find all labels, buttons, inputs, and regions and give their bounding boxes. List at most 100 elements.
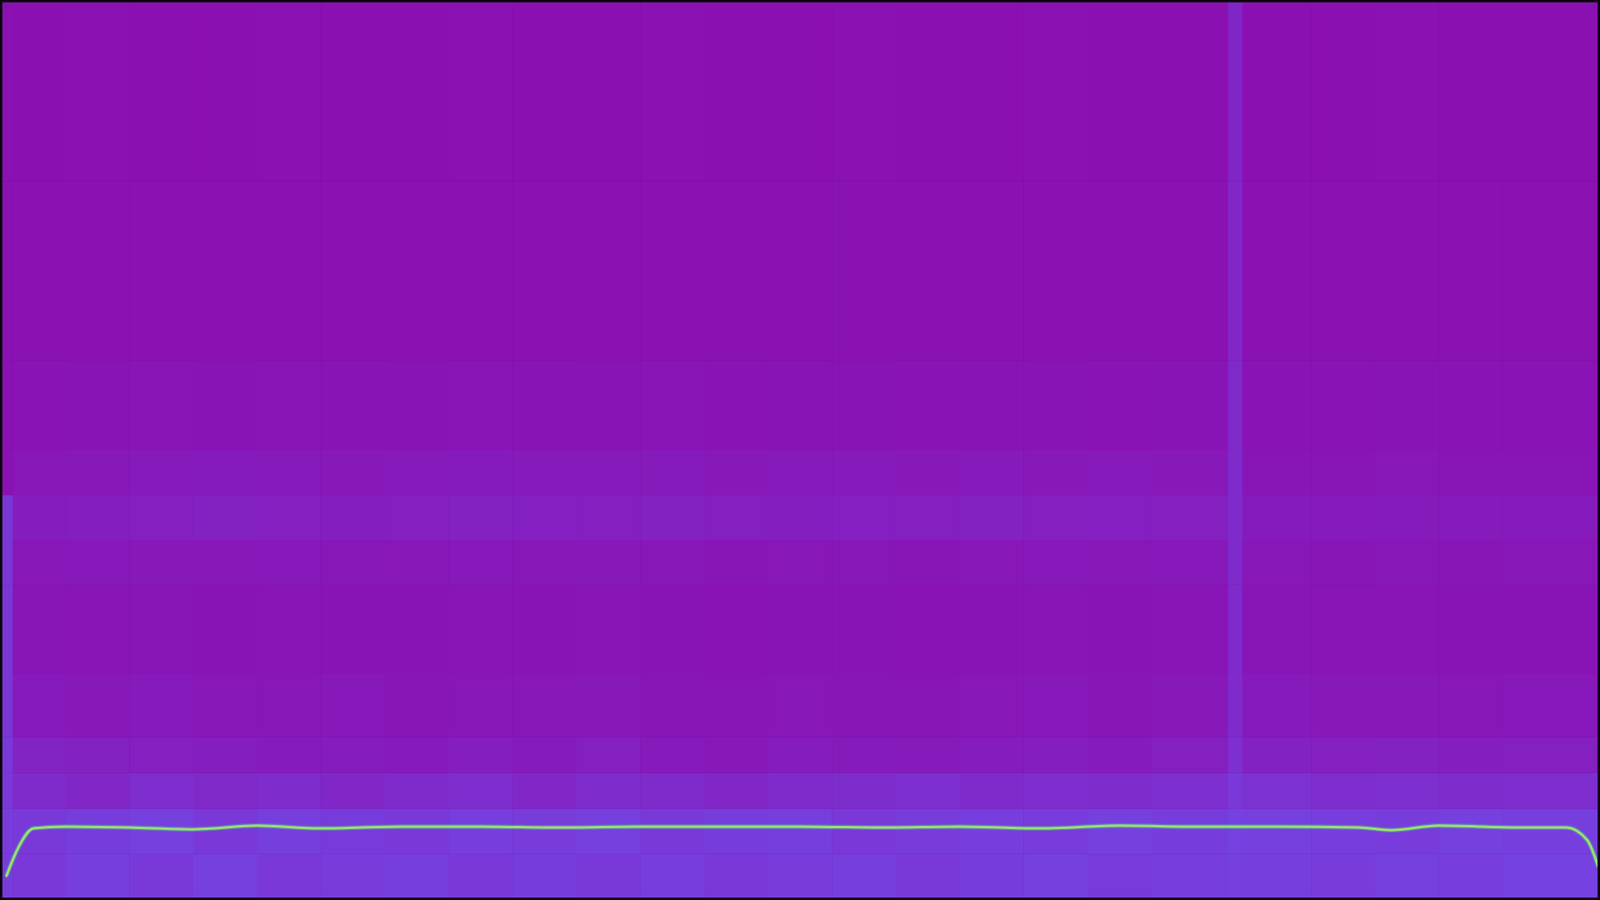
cell — [1227, 853, 1243, 899]
cell — [960, 360, 1025, 450]
cell — [768, 495, 833, 540]
cell — [385, 540, 450, 585]
cell — [960, 772, 1025, 810]
cell — [65, 360, 130, 450]
cell — [448, 1, 513, 182]
cell — [448, 853, 513, 899]
cell — [1310, 495, 1375, 540]
cell — [576, 674, 641, 738]
cell — [385, 450, 450, 495]
cell — [576, 1, 641, 182]
cell — [576, 180, 641, 361]
cell — [257, 450, 322, 495]
cell — [1310, 450, 1375, 495]
cell — [1023, 495, 1088, 540]
cell — [512, 808, 577, 854]
cell — [512, 853, 577, 899]
cell — [1310, 772, 1375, 810]
cell — [320, 772, 385, 810]
cell — [257, 772, 322, 810]
cell — [1438, 853, 1503, 899]
cell — [512, 584, 577, 675]
cell — [320, 736, 385, 774]
cell — [640, 1, 705, 182]
cell — [1502, 1, 1599, 182]
cell — [1242, 584, 1312, 675]
cell — [768, 360, 833, 450]
cell — [704, 736, 769, 774]
cell — [1023, 540, 1088, 585]
cell — [831, 360, 896, 450]
cell — [960, 674, 1025, 738]
cell — [320, 808, 385, 854]
cell — [1242, 540, 1312, 585]
cell — [12, 674, 66, 738]
cell — [385, 180, 450, 361]
cell — [1087, 180, 1152, 361]
cell — [768, 450, 833, 495]
cell — [1151, 180, 1229, 361]
cell — [65, 808, 130, 854]
cell — [1151, 772, 1229, 810]
cell — [12, 450, 66, 495]
cell — [1, 674, 14, 738]
cell — [1375, 772, 1440, 810]
cell — [1023, 450, 1088, 495]
cell — [1, 360, 14, 450]
cell — [385, 584, 450, 675]
cell — [704, 674, 769, 738]
cell — [1023, 584, 1088, 675]
cell — [257, 674, 322, 738]
cell — [576, 853, 641, 899]
cell — [512, 495, 577, 540]
cell — [193, 495, 258, 540]
cell — [385, 1, 450, 182]
cell — [1227, 584, 1243, 675]
cell — [576, 360, 641, 450]
cell — [1502, 495, 1599, 540]
cell — [1502, 853, 1599, 899]
chart — [0, 0, 1600, 900]
cell — [320, 360, 385, 450]
cell — [1087, 772, 1152, 810]
cell — [320, 540, 385, 585]
cell — [704, 808, 769, 854]
cell — [1375, 360, 1440, 450]
cell — [448, 495, 513, 540]
cell — [768, 772, 833, 810]
cell — [895, 360, 960, 450]
cell — [895, 495, 960, 540]
cell — [1310, 1, 1375, 182]
cell — [1151, 1, 1229, 182]
cell — [65, 1, 130, 182]
cell — [448, 808, 513, 854]
cell — [1227, 808, 1243, 854]
cell — [1, 495, 14, 540]
cell — [895, 772, 960, 810]
cell — [129, 360, 194, 450]
cell — [1227, 180, 1243, 361]
cell — [640, 450, 705, 495]
cell — [1310, 584, 1375, 675]
cell — [193, 584, 258, 675]
cell — [895, 1, 960, 182]
cell — [960, 1, 1025, 182]
cell — [704, 1, 769, 182]
plot-area — [1, 1, 1599, 899]
cell — [960, 584, 1025, 675]
cell — [1087, 674, 1152, 738]
cell — [65, 584, 130, 675]
cell — [1310, 853, 1375, 899]
cell — [512, 540, 577, 585]
cell — [895, 540, 960, 585]
cell — [12, 736, 66, 774]
cell — [1310, 180, 1375, 361]
cell — [1375, 450, 1440, 495]
cell — [129, 772, 194, 810]
cell — [1023, 853, 1088, 899]
cell — [129, 853, 194, 899]
cell — [512, 360, 577, 450]
cell — [1438, 808, 1503, 854]
cell — [831, 584, 896, 675]
cell — [1023, 736, 1088, 774]
